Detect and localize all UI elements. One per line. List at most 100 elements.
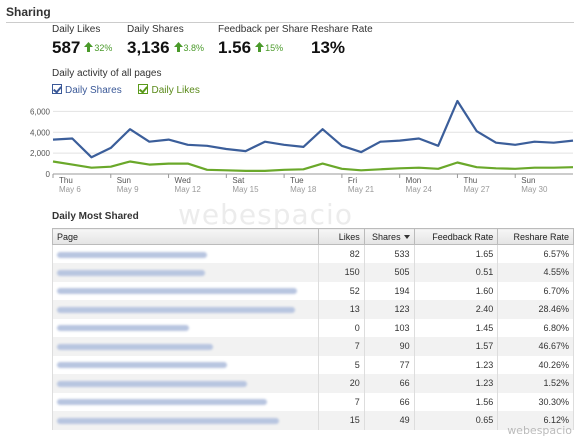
table-header-row: Page Likes Shares Feedback Rate Reshare … (52, 228, 574, 245)
x-date-label: May 9 (117, 185, 139, 194)
cell-likes: 82 (317, 244, 365, 263)
cell-reshare: 4.55% (497, 263, 574, 282)
checkbox-icon[interactable] (138, 84, 149, 94)
x-day-label: Wed (175, 176, 191, 185)
table-row: 7 66 1.56 30.30% (52, 392, 574, 411)
cell-feedback: 1.57 (413, 337, 499, 356)
sort-desc-icon (403, 234, 410, 239)
cell-likes: 7 (317, 337, 365, 356)
x-day-label: Thu (463, 176, 477, 185)
page-link[interactable] (52, 263, 319, 282)
table-row: 5 77 1.23 40.26% (52, 355, 574, 374)
cell-feedback: 1.60 (413, 281, 499, 300)
redacted-page-title[interactable] (57, 269, 205, 276)
x-day-label: Sun (521, 176, 535, 185)
section-divider (6, 22, 574, 23)
table-row: 150 505 0.51 4.55% (52, 263, 574, 282)
redacted-page-title[interactable] (57, 288, 297, 295)
page-link[interactable] (52, 374, 319, 393)
cell-shares: 123 (363, 300, 415, 319)
y-tick-label: 6,000 (30, 107, 51, 116)
stat-label: Daily Likes (52, 24, 101, 35)
x-date-label: May 27 (463, 185, 490, 194)
cell-feedback: 1.65 (413, 244, 499, 263)
page-link[interactable] (52, 300, 319, 319)
cell-shares: 49 (363, 411, 415, 430)
redacted-page-title[interactable] (57, 380, 247, 387)
x-date-label: May 18 (290, 185, 317, 194)
redacted-page-title[interactable] (57, 399, 267, 406)
column-header-likes[interactable]: Likes (317, 228, 365, 245)
stat-daily-likes: Daily Likes 587 32% (52, 24, 112, 58)
redacted-page-title[interactable] (57, 343, 213, 350)
cell-shares: 533 (363, 244, 415, 263)
page-link[interactable] (52, 392, 319, 411)
redacted-page-title[interactable] (57, 306, 295, 313)
cell-shares: 103 (363, 318, 415, 337)
cell-likes: 150 (317, 263, 365, 282)
cell-likes: 7 (317, 392, 365, 411)
x-day-label: Thu (59, 176, 73, 185)
column-header-shares[interactable]: Shares (363, 228, 415, 245)
cell-feedback: 0.65 (413, 411, 499, 430)
page-link[interactable] (52, 411, 319, 430)
table-row: 52 194 1.60 6.70% (52, 281, 574, 300)
cell-likes: 15 (317, 411, 365, 430)
table-row: 82 533 1.65 6.57% (52, 244, 574, 263)
cell-reshare: 6.57% (497, 244, 574, 263)
cell-likes: 5 (317, 355, 365, 374)
chart-title: Daily activity of all pages (52, 68, 162, 79)
stat-change: 32% (94, 43, 113, 53)
stat-change: 15% (265, 43, 284, 53)
cell-reshare: 30.30% (497, 392, 574, 411)
y-tick-label: 4,000 (30, 128, 51, 137)
checkbox-icon[interactable] (52, 84, 62, 94)
legend-daily-shares[interactable]: Daily Shares (52, 84, 122, 96)
x-day-label: Mon (406, 176, 422, 185)
table-title: Daily Most Shared (52, 211, 139, 222)
stat-daily-shares: Daily Shares 3,136 3.8% (127, 24, 204, 58)
cell-feedback: 2.40 (413, 300, 499, 319)
up-arrow-icon (255, 39, 265, 57)
cell-feedback: 1.45 (413, 318, 499, 337)
x-day-label: Sat (232, 176, 245, 185)
cell-feedback: 1.23 (413, 374, 499, 393)
x-date-label: May 30 (521, 185, 548, 194)
x-date-label: May 6 (59, 185, 81, 194)
series-line-daily-shares (52, 99, 574, 159)
cell-reshare: 6.70% (497, 281, 574, 300)
page-link[interactable] (52, 281, 319, 300)
stat-label: Reshare Rate (311, 24, 373, 35)
table-row: 15 49 0.65 6.12% (52, 411, 574, 430)
series-line-daily-likes (52, 160, 574, 173)
most-shared-table: Page Likes Shares Feedback Rate Reshare … (52, 228, 574, 430)
column-header-reshare-rate[interactable]: Reshare Rate (497, 228, 574, 245)
cell-shares: 194 (363, 281, 415, 300)
cell-shares: 505 (363, 263, 415, 282)
legend-label: Daily Likes (151, 85, 200, 96)
column-header-label: Shares (372, 231, 401, 242)
cell-shares: 66 (363, 374, 415, 393)
cell-reshare: 40.26% (497, 355, 574, 374)
page-link[interactable] (52, 318, 319, 337)
redacted-page-title[interactable] (57, 362, 227, 369)
page-link[interactable] (52, 337, 319, 356)
cell-reshare: 1.52% (497, 374, 574, 393)
cell-feedback: 0.51 (413, 263, 499, 282)
stat-reshare-rate: Reshare Rate 13% (311, 24, 373, 58)
redacted-page-title[interactable] (57, 251, 207, 258)
cell-reshare: 6.12% (497, 411, 574, 430)
legend-daily-likes[interactable]: Daily Likes (138, 84, 200, 96)
page-link[interactable] (52, 355, 319, 374)
watermark: webespacio (178, 198, 353, 231)
redacted-page-title[interactable] (57, 417, 279, 424)
column-header-page[interactable]: Page (52, 228, 319, 245)
column-header-feedback-rate[interactable]: Feedback Rate (413, 228, 499, 245)
watermark-small: webespacio (507, 424, 572, 437)
y-tick-label: 0 (46, 170, 51, 179)
table-row: 7 90 1.57 46.67% (52, 337, 574, 356)
page-link[interactable] (52, 244, 319, 263)
redacted-page-title[interactable] (57, 325, 189, 332)
stat-feedback-per-share: Feedback per Share 1.56 15% (218, 24, 309, 58)
